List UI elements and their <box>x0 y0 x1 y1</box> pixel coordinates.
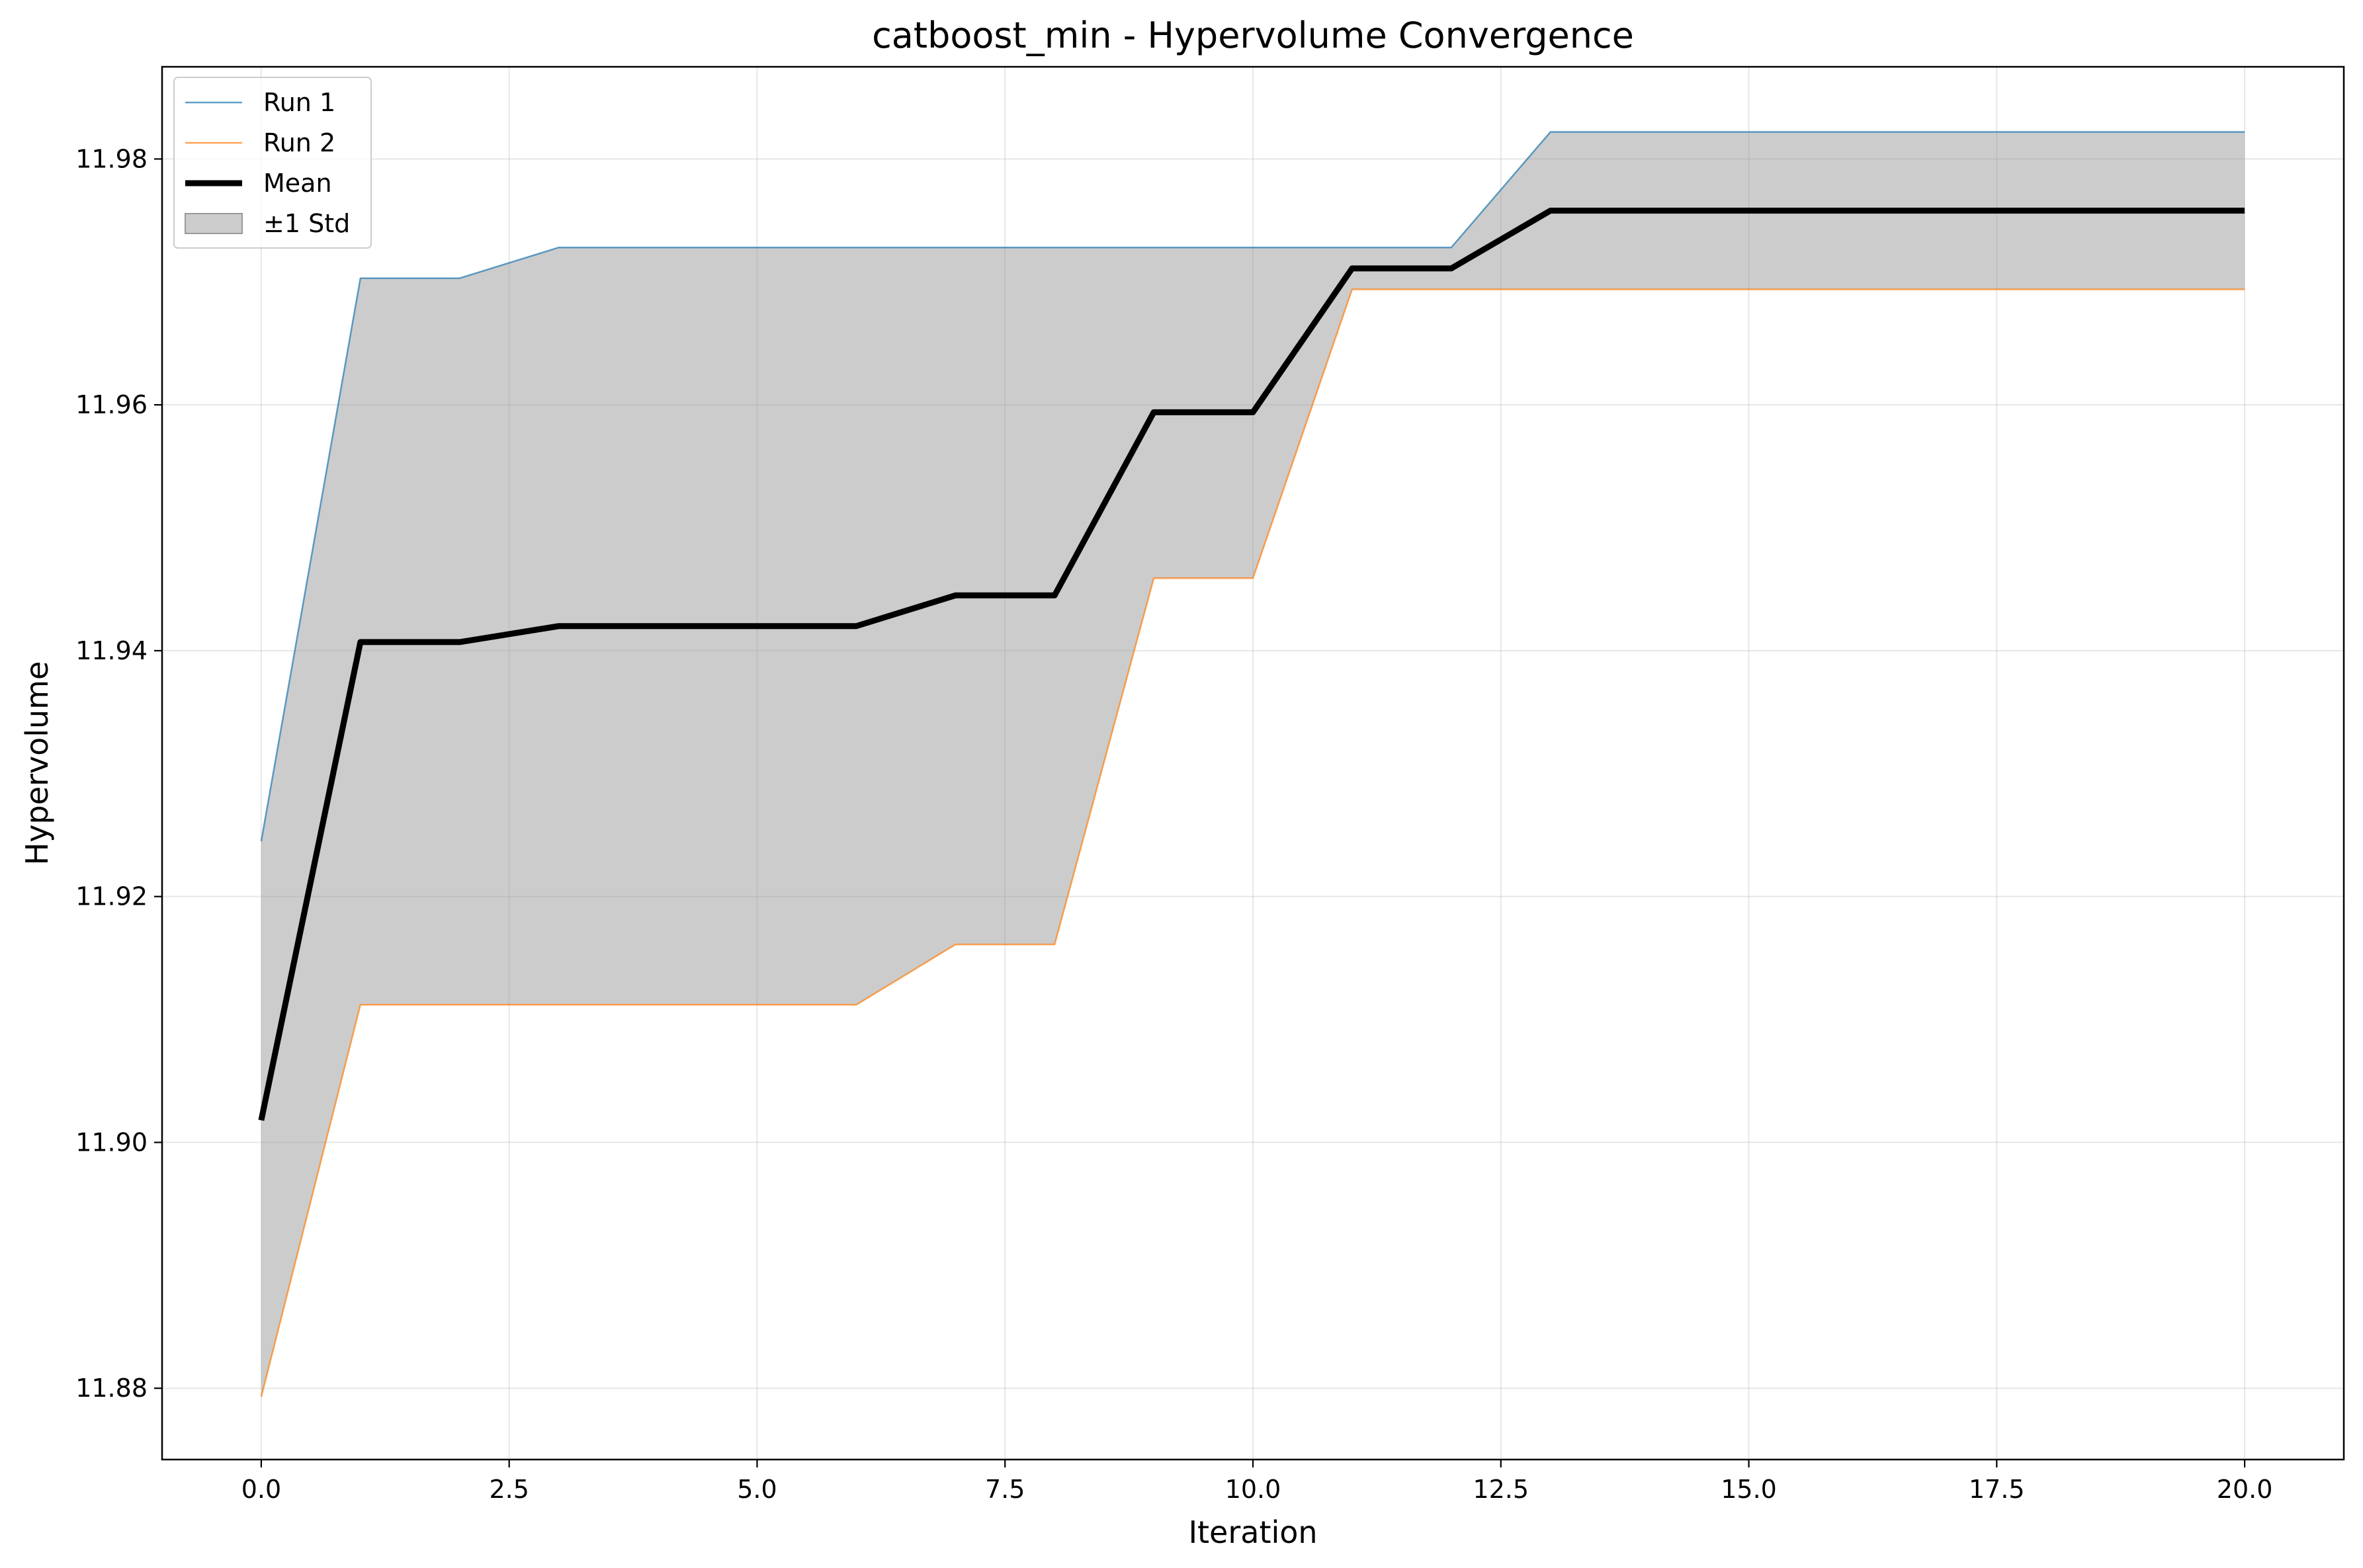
std-band-layer <box>261 132 2245 1397</box>
y-tick-label-1: 11.90 <box>75 1128 148 1157</box>
legend-label-mean: Mean <box>263 169 332 198</box>
x-axis-ticks: 0.0 2.5 5.0 7.5 10.0 12.5 15.0 17.5 20.0 <box>241 1460 2273 1504</box>
legend-label-run-1: Run 1 <box>263 88 335 117</box>
series-lines-layer <box>258 131 2245 1397</box>
legend-swatch-std-band <box>185 213 243 234</box>
y-tick-label-5: 11.98 <box>75 144 148 173</box>
x-tick-label-3: 7.5 <box>985 1475 1025 1504</box>
x-tick-label-5: 12.5 <box>1473 1475 1529 1504</box>
x-tick-label-2: 5.0 <box>737 1475 777 1504</box>
x-axis-label: Iteration <box>1188 1514 1317 1550</box>
legend-label-std-band: ±1 Std <box>263 209 350 238</box>
y-tick-label-2: 11.92 <box>75 882 148 911</box>
std-band-area <box>261 132 2245 1397</box>
y-tick-label-3: 11.94 <box>75 636 148 665</box>
legend: Run 1 Run 2 Mean ±1 Std <box>173 77 372 249</box>
x-tick-label-6: 15.0 <box>1721 1475 1777 1504</box>
legend-box <box>173 77 372 249</box>
series-line-mean <box>258 207 2245 1121</box>
series-line-run-1 <box>260 131 2245 842</box>
y-axis-ticks: 11.88 11.90 11.92 11.94 11.96 11.98 <box>75 144 162 1403</box>
x-tick-label-8: 20.0 <box>2217 1475 2273 1504</box>
y-tick-label-4: 11.96 <box>75 390 148 419</box>
y-tick-label-0: 11.88 <box>75 1374 148 1403</box>
x-tick-label-0: 0.0 <box>241 1475 281 1504</box>
x-tick-label-1: 2.5 <box>489 1475 529 1504</box>
y-axis-label: Hypervolume <box>19 661 55 866</box>
chart-title: catboost_min - Hypervolume Convergence <box>872 15 1634 56</box>
x-tick-label-7: 17.5 <box>1969 1475 2025 1504</box>
series-line-run-2 <box>260 288 2245 1397</box>
legend-label-run-2: Run 2 <box>263 128 335 157</box>
x-tick-label-4: 10.0 <box>1225 1475 1281 1504</box>
